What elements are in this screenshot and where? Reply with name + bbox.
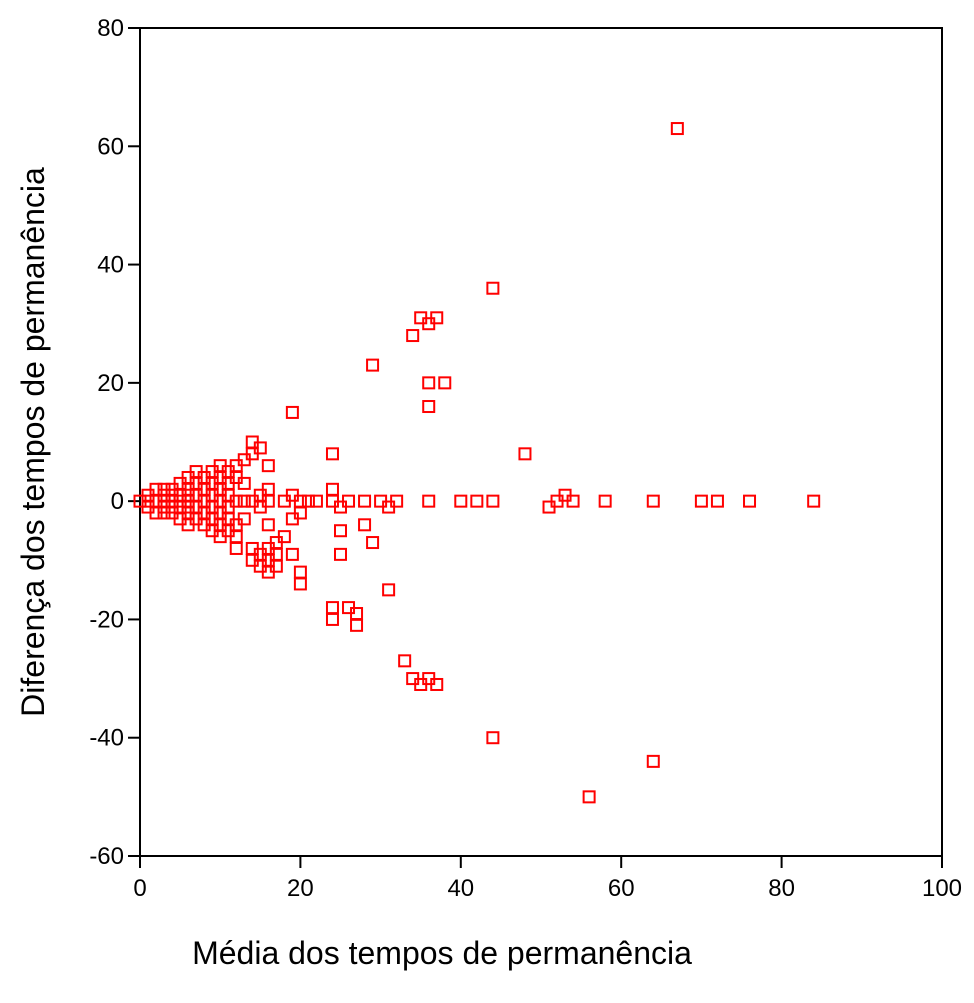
x-tick-label: 80 [768,875,795,902]
scatter-point [253,441,267,455]
scatter-point [486,494,500,508]
y-tick-label: 80 [97,15,124,42]
data-points [133,122,821,804]
scatter-point [285,547,299,561]
scatter-point [366,358,380,372]
scatter-point [229,541,243,555]
scatter-point [350,618,364,632]
scatter-point [301,494,315,508]
scatter-point [277,530,291,544]
scatter-point [382,583,396,597]
scatter-point [293,577,307,591]
scatter-point [358,494,372,508]
scatter-point [237,512,251,526]
scatter-point [261,494,275,508]
y-tick-label: 60 [97,133,124,160]
x-axis-title: Média dos tempos de permanência [192,935,692,971]
x-tick-label: 40 [447,875,474,902]
scatter-point [807,494,821,508]
scatter-point [438,376,452,390]
scatter-point [390,494,404,508]
scatter-point [237,494,251,508]
scatter-point [269,559,283,573]
y-tick-label: -20 [89,606,124,633]
scatter-point [293,506,307,520]
scatter-point [366,536,380,550]
scatter-point [518,447,532,461]
x-tick-label: 100 [922,875,962,902]
scatter-point [334,547,347,561]
scatter-point [358,518,372,532]
scatter-point [670,122,684,136]
scatter-point [422,400,436,414]
scatter-point [181,500,195,514]
scatter-point [598,494,612,508]
scatter-point [454,494,468,508]
x-tick-label: 20 [287,875,314,902]
scatter-point [309,494,323,508]
scatter-point [646,754,660,768]
y-axis-title: Diferença dos tempos de permanência [15,167,51,717]
x-tick-label: 60 [608,875,635,902]
y-tick-label: -40 [89,725,124,752]
x-axis: 0 20 40 60 80 100 [133,856,962,902]
scatter-point [470,494,484,508]
scatter-point [430,677,444,691]
scatter-point [398,654,412,668]
scatter-point [486,281,500,295]
scatter-point [582,790,596,804]
scatter-point [285,405,299,419]
scatter-point [325,612,339,626]
scatter-point [422,494,436,508]
scatter-point [342,494,356,508]
scatter-point [237,476,251,490]
scatter-point [743,494,757,508]
y-tick-label: -60 [89,843,124,870]
y-tick-label: 40 [97,252,124,279]
scatter-point [325,482,339,496]
scatter-point [422,376,436,390]
y-tick-label: 20 [97,370,124,397]
scatter-point [261,518,275,532]
x-tick-label: 0 [133,875,146,902]
scatter-point [325,601,339,615]
scatter-point [406,329,420,343]
scatter-point [334,524,347,538]
y-axis: 80 60 40 20 0 -20 -40 -60 [89,15,140,870]
scatter-point [261,459,275,473]
scatter-point [710,494,724,508]
scatter-point [430,311,444,325]
scatter-point [646,494,660,508]
scatter-point [293,565,307,579]
scatter-point [229,494,243,508]
scatter-point [566,494,580,508]
y-tick-label: 0 [111,488,124,515]
plot-frame [139,27,943,857]
scatter-point [486,731,500,745]
scatter-point [325,447,339,461]
scatter-point [141,494,155,508]
scatter-point [694,494,708,508]
